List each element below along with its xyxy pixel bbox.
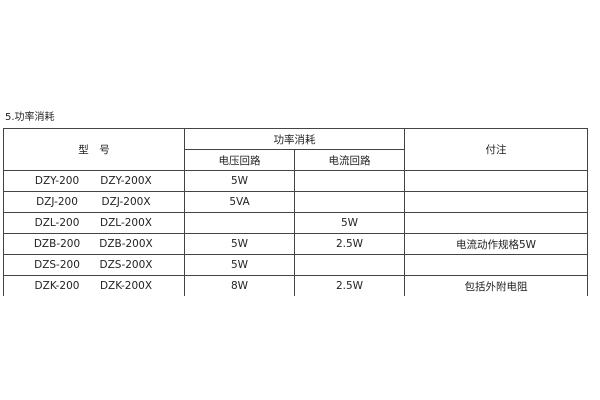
cell-current <box>294 191 405 213</box>
cell-voltage: 8W <box>184 275 295 296</box>
cell-model: DZB-200 DZB-200X <box>3 233 185 255</box>
cell-current: 5W <box>294 212 405 234</box>
model-a: DZS-200 <box>34 259 80 271</box>
table-row: DZL-200 DZL-200X 5W <box>3 212 588 234</box>
model-a: DZJ-200 <box>36 196 78 208</box>
model-b: DZY-200X <box>100 175 152 187</box>
cell-current: 2.5W <box>294 233 405 255</box>
cell-model: DZK-200 DZK-200X <box>3 275 185 296</box>
power-consumption-table: 型 号 功率消耗 付注 电压回路 电流回路 DZY-200 DZY-200X 5W… <box>3 128 588 296</box>
cell-current <box>294 254 405 276</box>
cell-current: 2.5W <box>294 275 405 296</box>
cell-current <box>294 170 405 192</box>
table-row: DZS-200 DZS-200X 5W <box>3 254 588 276</box>
cell-voltage: 5W <box>184 254 295 276</box>
cell-voltage: 5W <box>184 170 295 192</box>
cell-note <box>404 212 588 234</box>
cell-model: DZJ-200 DZJ-200X <box>3 191 185 213</box>
model-a: DZY-200 <box>34 175 80 187</box>
model-b: DZK-200X <box>99 280 153 292</box>
header-voltage: 电压回路 <box>184 149 295 171</box>
section-caption: 5.功率消耗 <box>5 112 55 123</box>
header-note: 付注 <box>404 128 588 171</box>
cell-model: DZL-200 DZL-200X <box>3 212 185 234</box>
cell-voltage <box>184 212 295 234</box>
cell-note <box>404 170 588 192</box>
model-a: DZB-200 <box>33 238 81 250</box>
cell-note <box>404 191 588 213</box>
table-row: DZY-200 DZY-200X 5W <box>3 170 588 192</box>
cell-model: DZS-200 DZS-200X <box>3 254 185 276</box>
cell-note: 包括外附电阻 <box>404 275 588 296</box>
header-row: 型 号 功率消耗 付注 <box>3 128 588 171</box>
model-b: DZB-200X <box>99 238 153 250</box>
model-b: DZJ-200X <box>101 196 151 208</box>
cell-note: 电流动作规格5W <box>404 233 588 255</box>
model-b: DZS-200X <box>99 259 153 271</box>
model-a: DZK-200 <box>34 280 80 292</box>
cell-voltage: 5W <box>184 233 295 255</box>
header-power: 功率消耗 <box>184 128 405 150</box>
cell-voltage: 5VA <box>184 191 295 213</box>
header-model: 型 号 <box>3 128 185 171</box>
table-row: DZB-200 DZB-200X 5W 2.5W 电流动作规格5W <box>3 233 588 255</box>
header-current: 电流回路 <box>294 149 405 171</box>
cell-model: DZY-200 DZY-200X <box>3 170 185 192</box>
model-b: DZL-200X <box>100 217 152 229</box>
model-a: DZL-200 <box>34 217 80 229</box>
cell-note <box>404 254 588 276</box>
table-row: DZK-200 DZK-200X 8W 2.5W 包括外附电阻 <box>3 275 588 296</box>
table-row: DZJ-200 DZJ-200X 5VA <box>3 191 588 213</box>
